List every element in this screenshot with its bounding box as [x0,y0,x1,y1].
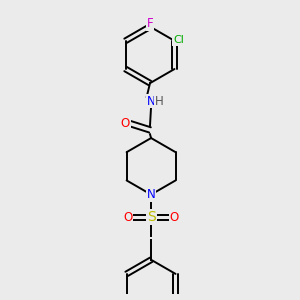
Text: Cl: Cl [173,35,184,45]
Text: O: O [120,117,130,130]
Text: O: O [170,211,179,224]
Text: O: O [123,211,132,224]
Text: H: H [155,94,164,108]
Text: F: F [147,17,153,30]
Text: S: S [147,210,155,224]
Text: N: N [147,188,155,201]
Text: N: N [147,94,155,108]
